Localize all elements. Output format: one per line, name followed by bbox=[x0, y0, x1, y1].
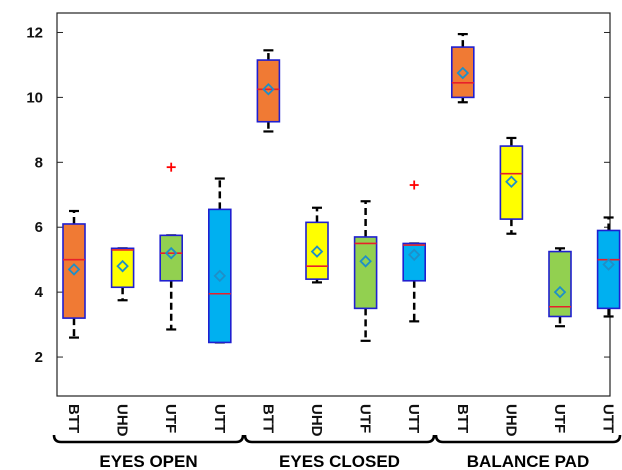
group-bracket-eyes-closed: EYES CLOSED bbox=[243, 434, 436, 470]
x-category-label: UTF bbox=[357, 404, 374, 433]
box-iqr bbox=[450, 46, 475, 99]
box-balance-pad-utt bbox=[596, 216, 621, 318]
mean-marker bbox=[213, 269, 227, 283]
outlier-marker bbox=[409, 180, 419, 190]
mean-marker bbox=[505, 175, 518, 189]
box-eyes-closed-uhd bbox=[305, 206, 329, 284]
x-category-label: UHD bbox=[308, 404, 325, 437]
box-iqr bbox=[402, 242, 427, 282]
x-category-label: UTT bbox=[405, 404, 422, 433]
x-category-label: BTT bbox=[259, 404, 276, 433]
y-tick-label: 4 bbox=[35, 284, 44, 301]
outlier-marker bbox=[166, 162, 176, 172]
mean-marker bbox=[602, 258, 615, 271]
box-iqr bbox=[499, 145, 524, 220]
box-eyes-open-utt bbox=[208, 177, 232, 344]
plot-area bbox=[56, 12, 611, 397]
x-category-label: UTF bbox=[551, 404, 568, 433]
group-bracket-eyes-open: EYES OPEN bbox=[52, 434, 245, 470]
group-bracket-balance-pad: BALANCE PAD bbox=[434, 434, 622, 470]
box-eyes-closed-btt bbox=[256, 49, 281, 133]
x-category-label: BTT bbox=[454, 404, 471, 433]
x-category-label: UHD bbox=[114, 404, 131, 437]
box-eyes-closed-utt bbox=[402, 180, 427, 323]
bracket-line bbox=[52, 434, 245, 444]
mean-marker bbox=[456, 66, 470, 80]
box-eyes-open-btt bbox=[62, 209, 86, 339]
y-tick-label: 6 bbox=[35, 219, 43, 236]
box-iqr bbox=[208, 208, 232, 344]
x-category-label: UTT bbox=[211, 404, 228, 433]
box-balance-pad-btt bbox=[450, 32, 475, 104]
y-tick-label: 2 bbox=[35, 349, 43, 366]
x-category-label: BTT bbox=[65, 404, 82, 433]
mean-marker bbox=[553, 285, 567, 299]
box-balance-pad-uhd bbox=[499, 136, 524, 235]
box-iqr bbox=[305, 221, 329, 280]
box-iqr bbox=[62, 223, 86, 319]
y-tick-label: 8 bbox=[35, 154, 43, 171]
mean-marker bbox=[407, 248, 421, 262]
mean-marker bbox=[116, 259, 129, 273]
box-iqr bbox=[256, 59, 281, 123]
group-label: EYES CLOSED bbox=[279, 452, 400, 470]
box-eyes-open-uhd bbox=[110, 247, 135, 302]
box-balance-pad-utf bbox=[548, 247, 572, 328]
box-eyes-open-utf bbox=[159, 162, 183, 331]
bracket-line bbox=[243, 434, 436, 444]
bracket-line bbox=[434, 434, 622, 444]
group-label: EYES OPEN bbox=[99, 452, 197, 470]
mean-marker bbox=[67, 263, 81, 276]
mean-marker bbox=[310, 245, 324, 258]
box-iqr bbox=[353, 236, 378, 310]
box-eyes-closed-utf bbox=[353, 200, 378, 342]
group-label: BALANCE PAD bbox=[467, 452, 589, 470]
y-tick-label: 12 bbox=[26, 24, 43, 41]
mean-marker bbox=[262, 83, 275, 96]
x-category-label: UHD bbox=[502, 404, 519, 437]
y-tick-label: 10 bbox=[26, 89, 43, 106]
mean-marker bbox=[164, 246, 178, 260]
x-category-label: UTF bbox=[162, 404, 179, 433]
x-category-label: UTT bbox=[600, 404, 617, 433]
box-iqr bbox=[548, 250, 572, 318]
mean-marker bbox=[359, 255, 372, 268]
box-iqr bbox=[110, 247, 135, 289]
